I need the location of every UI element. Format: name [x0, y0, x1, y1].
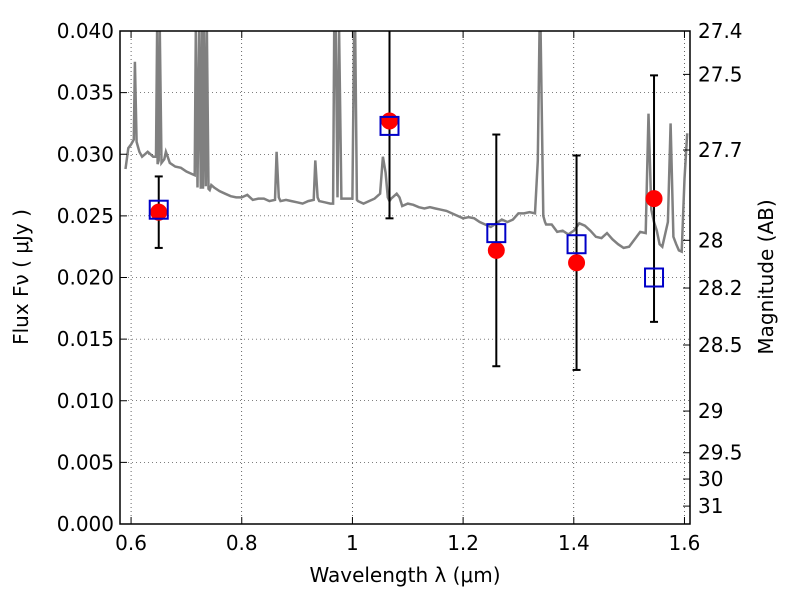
- axis-ticks: [120, 30, 690, 525]
- mag-tick-label: 31: [698, 494, 723, 518]
- mag-tick-label: 28.5: [698, 333, 743, 357]
- y-tick-label: 0.010: [57, 389, 114, 413]
- mag-tick-label: 30: [698, 467, 723, 491]
- y2-axis-label: Magnitude (AB): [754, 199, 778, 354]
- x-tick-label: 0.6: [115, 531, 147, 555]
- mag-tick-label: 28: [698, 228, 723, 252]
- y-tick-label: 0.040: [57, 19, 114, 43]
- mag-tick-label: 27.7: [698, 138, 743, 162]
- y-tick-label: 0.015: [57, 327, 114, 351]
- observed-point: [381, 112, 399, 130]
- spectrum-line: [124, 31, 689, 254]
- data-points: [148, 112, 665, 288]
- y-tick-label: 0.025: [57, 204, 114, 228]
- y-tick-label: 0.000: [57, 512, 114, 536]
- y-tick-label: 0.020: [57, 266, 114, 290]
- x-axis-label: Wavelength λ (μm): [309, 563, 500, 587]
- model-point: [148, 199, 169, 220]
- model-point: [644, 267, 665, 288]
- grid-lines: [120, 31, 690, 524]
- x-tick-label: 1: [346, 531, 359, 555]
- y-tick-label: 0.005: [57, 450, 114, 474]
- x-tick-label: 1.2: [447, 531, 479, 555]
- y-axis-label: Flux Fν ( μJy ): [9, 209, 33, 345]
- tick-labels: 0.6 0.8 1 1.2 1.4 1.6 0.000 0.005 0.010 0.015 0.02…: [57, 19, 743, 555]
- model-point: [566, 234, 587, 255]
- model-point: [379, 115, 400, 136]
- x-tick-label: 0.8: [226, 531, 258, 555]
- mag-tick-label: 27.5: [698, 62, 743, 86]
- observed-point: [645, 190, 663, 208]
- mag-tick-label: 27.4: [698, 19, 743, 43]
- model-point: [486, 223, 507, 244]
- spectrum-layer: [124, 31, 689, 254]
- x-tick-label: 1.6: [669, 531, 701, 555]
- observed-point: [568, 254, 586, 272]
- mag-tick-label: 28.2: [698, 276, 743, 300]
- x-tick-label: 1.4: [558, 531, 590, 555]
- mag-tick-label: 29: [698, 399, 723, 423]
- observed-point: [487, 241, 505, 259]
- y-tick-label: 0.030: [57, 142, 114, 166]
- mag-tick-label: 29.5: [698, 441, 743, 465]
- y-tick-label: 0.035: [57, 81, 114, 105]
- error-bars: [154, 31, 659, 371]
